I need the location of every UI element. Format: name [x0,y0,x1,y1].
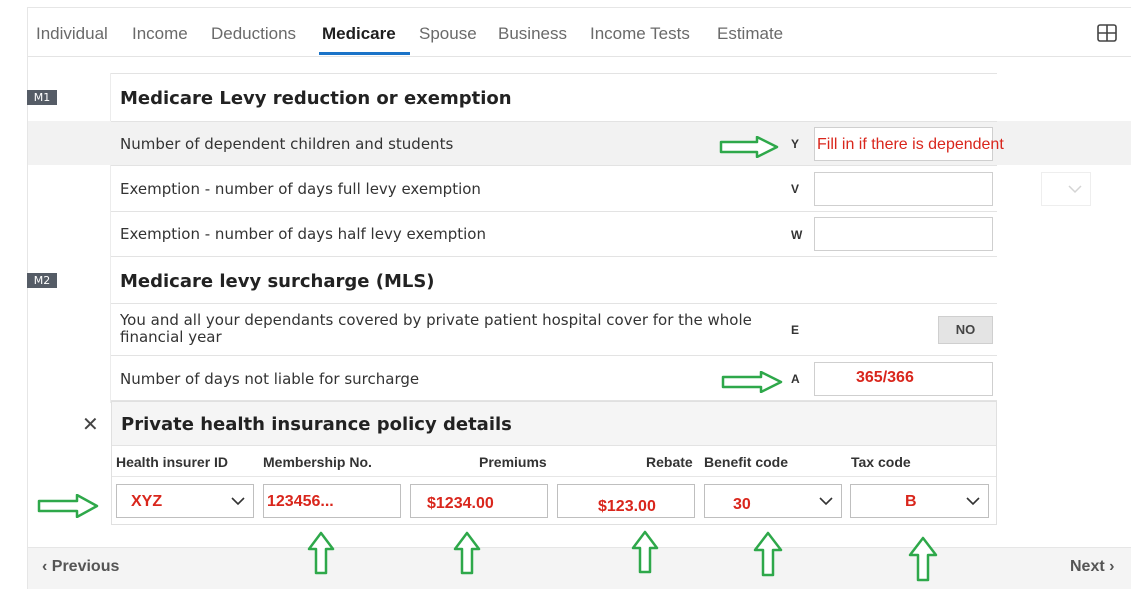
divider [111,400,997,401]
tax-code-value: B [905,493,917,510]
tab-income[interactable]: Income [132,24,188,43]
next-label: Next [1070,558,1105,575]
field-code-a: A [791,372,800,386]
section-badge-m1: M1 [27,90,57,105]
row-label-dependent-children: Number of dependent children and student… [120,135,454,153]
tab-income-tests[interactable]: Income Tests [590,24,690,43]
annotation-arrow-up-icon [307,531,335,575]
chevron-down-icon [1068,185,1082,194]
column-header-benefit-code: Benefit code [704,454,789,470]
chevron-left-icon: ‹ [42,558,52,575]
tab-spouse[interactable]: Spouse [419,24,477,43]
column-header-membership: Membership No. [263,454,372,470]
panel-header: Private health insurance policy details [112,402,996,446]
half-levy-exemption-field[interactable] [814,217,993,251]
active-tab-indicator [319,52,410,55]
chevron-down-icon [966,497,980,506]
tab-medicare[interactable]: Medicare [322,24,396,43]
annotation-arrow-right-icon [37,494,99,518]
column-header-premiums: Premiums [479,454,547,470]
section-title-m2: Medicare levy surcharge (MLS) [120,271,435,292]
annotation-arrow-right-icon [719,136,779,158]
divider [111,355,997,356]
dependent-children-field[interactable]: Fill in if there is dependent [814,127,1004,161]
benefit-code-select[interactable]: 30 [704,484,842,518]
annotation-arrow-right-icon [721,371,783,393]
chevron-down-icon [819,497,833,506]
column-header-insurer-id: Health insurer ID [116,454,229,470]
tab-deductions[interactable]: Deductions [211,24,297,43]
next-button[interactable]: Next › [1070,558,1114,576]
column-header-rebate: Rebate [646,454,693,470]
tax-code-select[interactable]: B [850,484,989,518]
section-divider [110,73,111,403]
field-code-e: E [791,323,800,337]
tabs-divider [28,56,1131,57]
page-frame [27,7,1131,589]
premiums-value: $1234.00 [427,495,494,512]
column-header-tax-code: Tax code [851,454,911,470]
ghost-select[interactable] [1041,172,1091,206]
rebate-field[interactable]: $123.00 [557,484,695,518]
row-label-days-not-liable: Number of days not liable for surcharge [120,370,420,388]
footer-bar [28,547,1131,589]
field-code-v: V [791,182,800,196]
dependent-children-value: Fill in if there is dependent [817,136,1004,153]
field-code-y: Y [791,137,800,151]
previous-button[interactable]: ‹ Previous [42,558,119,576]
column-header-divider [112,476,996,477]
annotation-arrow-up-icon [453,531,481,575]
divider [111,303,997,304]
health-insurer-value: XYZ [131,493,163,510]
health-insurer-select[interactable]: XYZ [116,484,254,518]
divider [111,256,997,257]
chevron-down-icon [231,497,245,506]
tab-estimate[interactable]: Estimate [717,24,784,43]
annotation-arrow-up-icon [908,536,938,582]
grid-layout-icon[interactable] [1097,24,1117,42]
section-title-m1: Medicare Levy reduction or exemption [120,88,512,109]
days-not-liable-value: 365/366 [856,369,914,386]
full-levy-exemption-field[interactable] [814,172,993,206]
close-icon[interactable]: ✕ [82,414,99,436]
divider [111,121,997,122]
private-cover-toggle[interactable]: NO [938,316,993,344]
divider [111,165,997,166]
tab-business[interactable]: Business [498,24,567,43]
private-health-panel: Private health insurance policy details [111,401,997,525]
premiums-field[interactable]: $1234.00 [410,484,548,518]
membership-no-field[interactable]: 123456... [263,484,401,518]
annotation-arrow-up-icon [753,531,783,577]
previous-label: Previous [51,558,120,575]
days-not-liable-field[interactable]: 365/366 [814,362,993,396]
divider [111,211,997,212]
annotation-arrow-up-icon [631,530,659,574]
membership-no-value: 123456... [267,493,334,510]
section-badge-m2: M2 [27,273,57,288]
row-label-full-levy-exemption: Exemption - number of days full levy exe… [120,180,481,198]
chevron-right-icon: › [1104,558,1115,575]
panel-title: Private health insurance policy details [121,414,512,435]
row-label-private-cover: You and all your dependants covered by p… [120,311,752,346]
field-code-w: W [791,228,803,242]
benefit-code-value: 30 [733,496,751,513]
rebate-value: $123.00 [598,498,656,515]
row-label-half-levy-exemption: Exemption - number of days half levy exe… [120,225,486,243]
tab-individual[interactable]: Individual [36,24,108,43]
divider [111,73,997,74]
